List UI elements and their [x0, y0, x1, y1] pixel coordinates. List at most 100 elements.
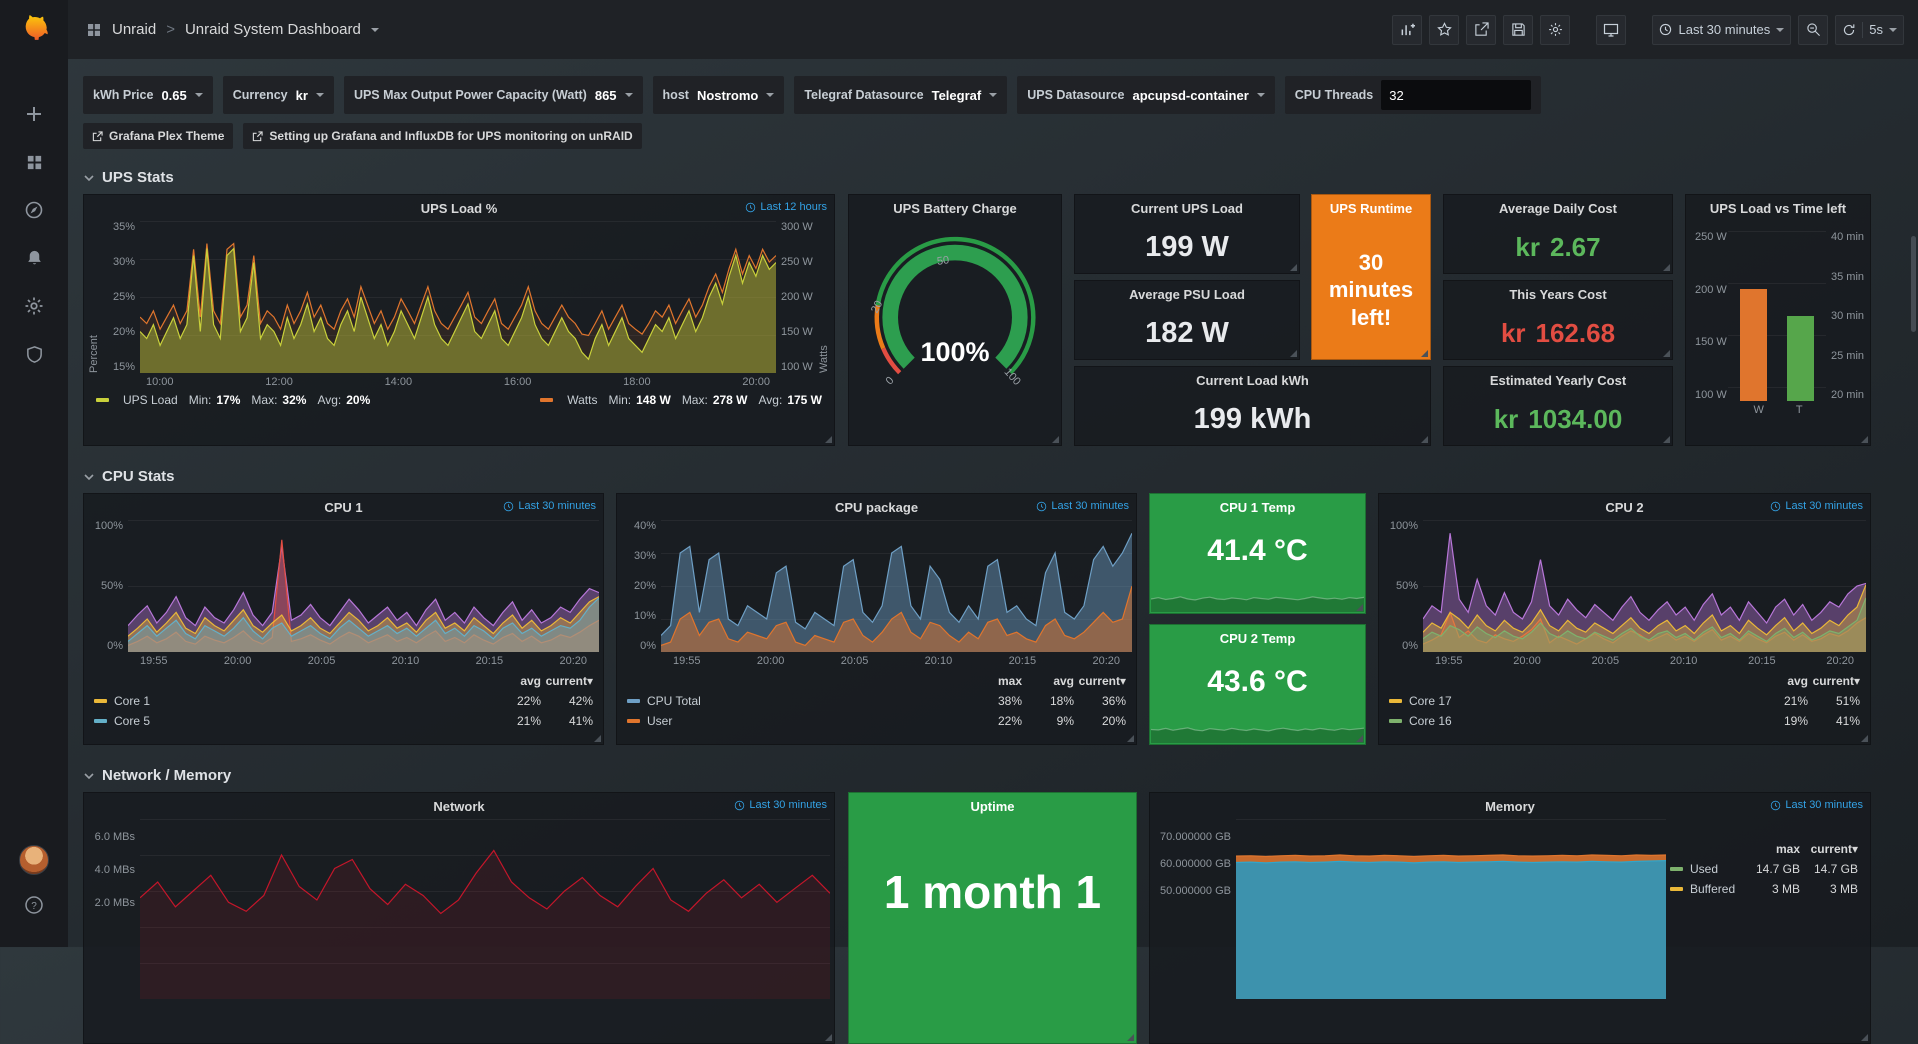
cpu1-chart[interactable] [128, 520, 599, 652]
legend-series-name[interactable]: Buffered [1690, 882, 1742, 896]
section-ups-stats[interactable]: UPS Stats [83, 169, 1918, 186]
legend-series-name[interactable]: Watts [567, 393, 597, 407]
panel-title[interactable]: Average Daily Cost [1444, 195, 1672, 221]
legend-row: Used 14.7 GB 14.7 GB [1670, 859, 1858, 879]
panel-title[interactable]: Network Last 30 minutes [84, 793, 834, 819]
user-avatar[interactable] [19, 845, 49, 875]
legend-swatch [1670, 887, 1683, 891]
legend-series-name[interactable]: Used [1690, 862, 1742, 876]
time-range-picker[interactable]: Last 30 minutes [1652, 15, 1791, 45]
cpu1-temp-sparkline [1151, 586, 1364, 612]
dashboard-variable[interactable]: host Nostromo [653, 76, 785, 114]
panel-title[interactable]: Current Load kWh [1075, 367, 1430, 393]
apps-grid-icon[interactable] [86, 22, 102, 38]
dashboard-link[interactable]: Grafana Plex Theme [83, 123, 233, 149]
variable-value[interactable]: Telegraf [932, 88, 982, 103]
battery-gauge[interactable]: 0 20 50 100 100% [849, 229, 1061, 439]
stat-value-area: 199 W [1075, 221, 1299, 273]
page-scrollbar[interactable] [1911, 236, 1916, 332]
zoom-out-time-button[interactable] [1798, 15, 1828, 45]
dashboards-icon[interactable] [14, 142, 54, 182]
dashboard-links: Grafana Plex Theme Setting up Grafana an… [83, 123, 1918, 149]
alerting-icon[interactable] [14, 238, 54, 278]
legend-series-name[interactable]: CPU Total [647, 694, 970, 708]
panel-title[interactable]: Estimated Yearly Cost [1444, 367, 1672, 393]
panel-title[interactable]: UPS Runtime [1312, 195, 1430, 221]
legend-series-name[interactable]: Core 1 [114, 694, 489, 708]
variable-value[interactable]: apcupsd-container [1132, 88, 1248, 103]
variable-value[interactable]: 865 [595, 88, 617, 103]
variable-value[interactable]: Nostromo [697, 88, 758, 103]
panel-title[interactable]: CPU 2 Last 30 minutes [1379, 494, 1870, 520]
dashboard-variable[interactable]: Currency kr [223, 76, 334, 114]
panel-title[interactable]: Average PSU Load [1075, 281, 1299, 307]
network-chart[interactable] [140, 819, 830, 999]
variable-label: UPS Max Output Power Capacity (Watt) [354, 88, 587, 102]
star-button[interactable] [1429, 15, 1459, 45]
legend-series-name[interactable]: UPS Load [123, 393, 178, 407]
dashboard-variable[interactable]: UPS Datasource apcupsd-container [1017, 76, 1275, 114]
grafana-logo[interactable] [15, 10, 53, 48]
section-network-memory[interactable]: Network / Memory [83, 767, 1918, 784]
panel-title[interactable]: This Years Cost [1444, 281, 1672, 307]
variable-value[interactable]: 0.65 [161, 88, 186, 103]
explore-icon[interactable] [14, 190, 54, 230]
legend-swatch [1389, 699, 1402, 703]
panel-title[interactable]: UPS Load vs Time left [1686, 195, 1870, 221]
dashboard-variable[interactable]: UPS Max Output Power Capacity (Watt) 865 [344, 76, 643, 114]
currency-prefix: kr [1515, 232, 1540, 263]
dashboard-settings-gear-icon[interactable] [1540, 15, 1570, 45]
add-panel-button[interactable] [1392, 15, 1422, 45]
legend-series-name[interactable]: Core 5 [114, 714, 489, 728]
help-icon[interactable]: ? [14, 885, 54, 925]
section-cpu-stats[interactable]: CPU Stats [83, 468, 1918, 485]
server-admin-shield-icon[interactable] [14, 334, 54, 374]
dashboard-title[interactable]: Unraid System Dashboard [185, 21, 361, 38]
save-button[interactable] [1503, 15, 1533, 45]
legend-series-name[interactable]: Core 16 [1409, 714, 1756, 728]
variable-value[interactable]: 32 [1381, 80, 1531, 110]
variable-label: Telegraf Datasource [804, 88, 923, 102]
dashboard-variable[interactable]: kWh Price 0.65 [83, 76, 213, 114]
create-icon[interactable] [14, 94, 54, 134]
kiosk-monitor-button[interactable] [1596, 15, 1626, 45]
variable-value[interactable]: kr [296, 88, 308, 103]
dashboard-link[interactable]: Setting up Grafana and InfluxDB for UPS … [243, 123, 641, 149]
ups-load-chart[interactable] [140, 221, 776, 373]
ups-bars-chart[interactable] [1728, 231, 1826, 401]
cpu2-chart[interactable] [1423, 520, 1866, 652]
share-button[interactable] [1466, 15, 1496, 45]
legend-series-name[interactable]: Core 17 [1409, 694, 1756, 708]
panel-title[interactable]: Memory Last 30 minutes [1150, 793, 1870, 819]
memory-chart[interactable] [1236, 819, 1666, 999]
dashboard-variable[interactable]: Telegraf Datasource Telegraf [794, 76, 1007, 114]
y-axis-left: 100%50%0% [88, 520, 128, 652]
panel-current-load-kwh: Current Load kWh 199 kWh [1074, 366, 1431, 446]
refresh-button[interactable]: 5s [1835, 15, 1904, 45]
legend-series-name[interactable]: User [647, 714, 970, 728]
panel-title[interactable]: UPS Load % Last 12 hours [84, 195, 834, 221]
legend-row: Core 1 22% 42% [94, 691, 593, 711]
legend-row: Core 17 21% 51% [1389, 691, 1860, 711]
breadcrumb-folder[interactable]: Unraid [112, 21, 156, 38]
panel-title[interactable]: Uptime [849, 793, 1136, 819]
top-navbar: Unraid > Unraid System Dashboard Last 30… [0, 0, 1918, 59]
dashboard-variable[interactable]: CPU Threads 32 [1285, 76, 1542, 114]
legend-row: Buffered 3 MB 3 MB [1670, 879, 1858, 899]
panel-title[interactable]: CPU 2 Temp [1150, 625, 1365, 651]
panel-title[interactable]: UPS Battery Charge [849, 195, 1061, 221]
panel-title[interactable]: CPU 1 Temp [1150, 494, 1365, 520]
dashboard-dropdown-caret[interactable] [371, 28, 379, 36]
configuration-gear-icon[interactable] [14, 286, 54, 326]
cpu-package-chart[interactable] [661, 520, 1132, 652]
dashboard-variables: kWh Price 0.65 Currency kr UPS Max Outpu… [83, 76, 1918, 114]
panel-title[interactable]: CPU package Last 30 minutes [617, 494, 1136, 520]
panel-title[interactable]: CPU 1 Last 30 minutes [84, 494, 603, 520]
panel-title[interactable]: Current UPS Load [1075, 195, 1299, 221]
